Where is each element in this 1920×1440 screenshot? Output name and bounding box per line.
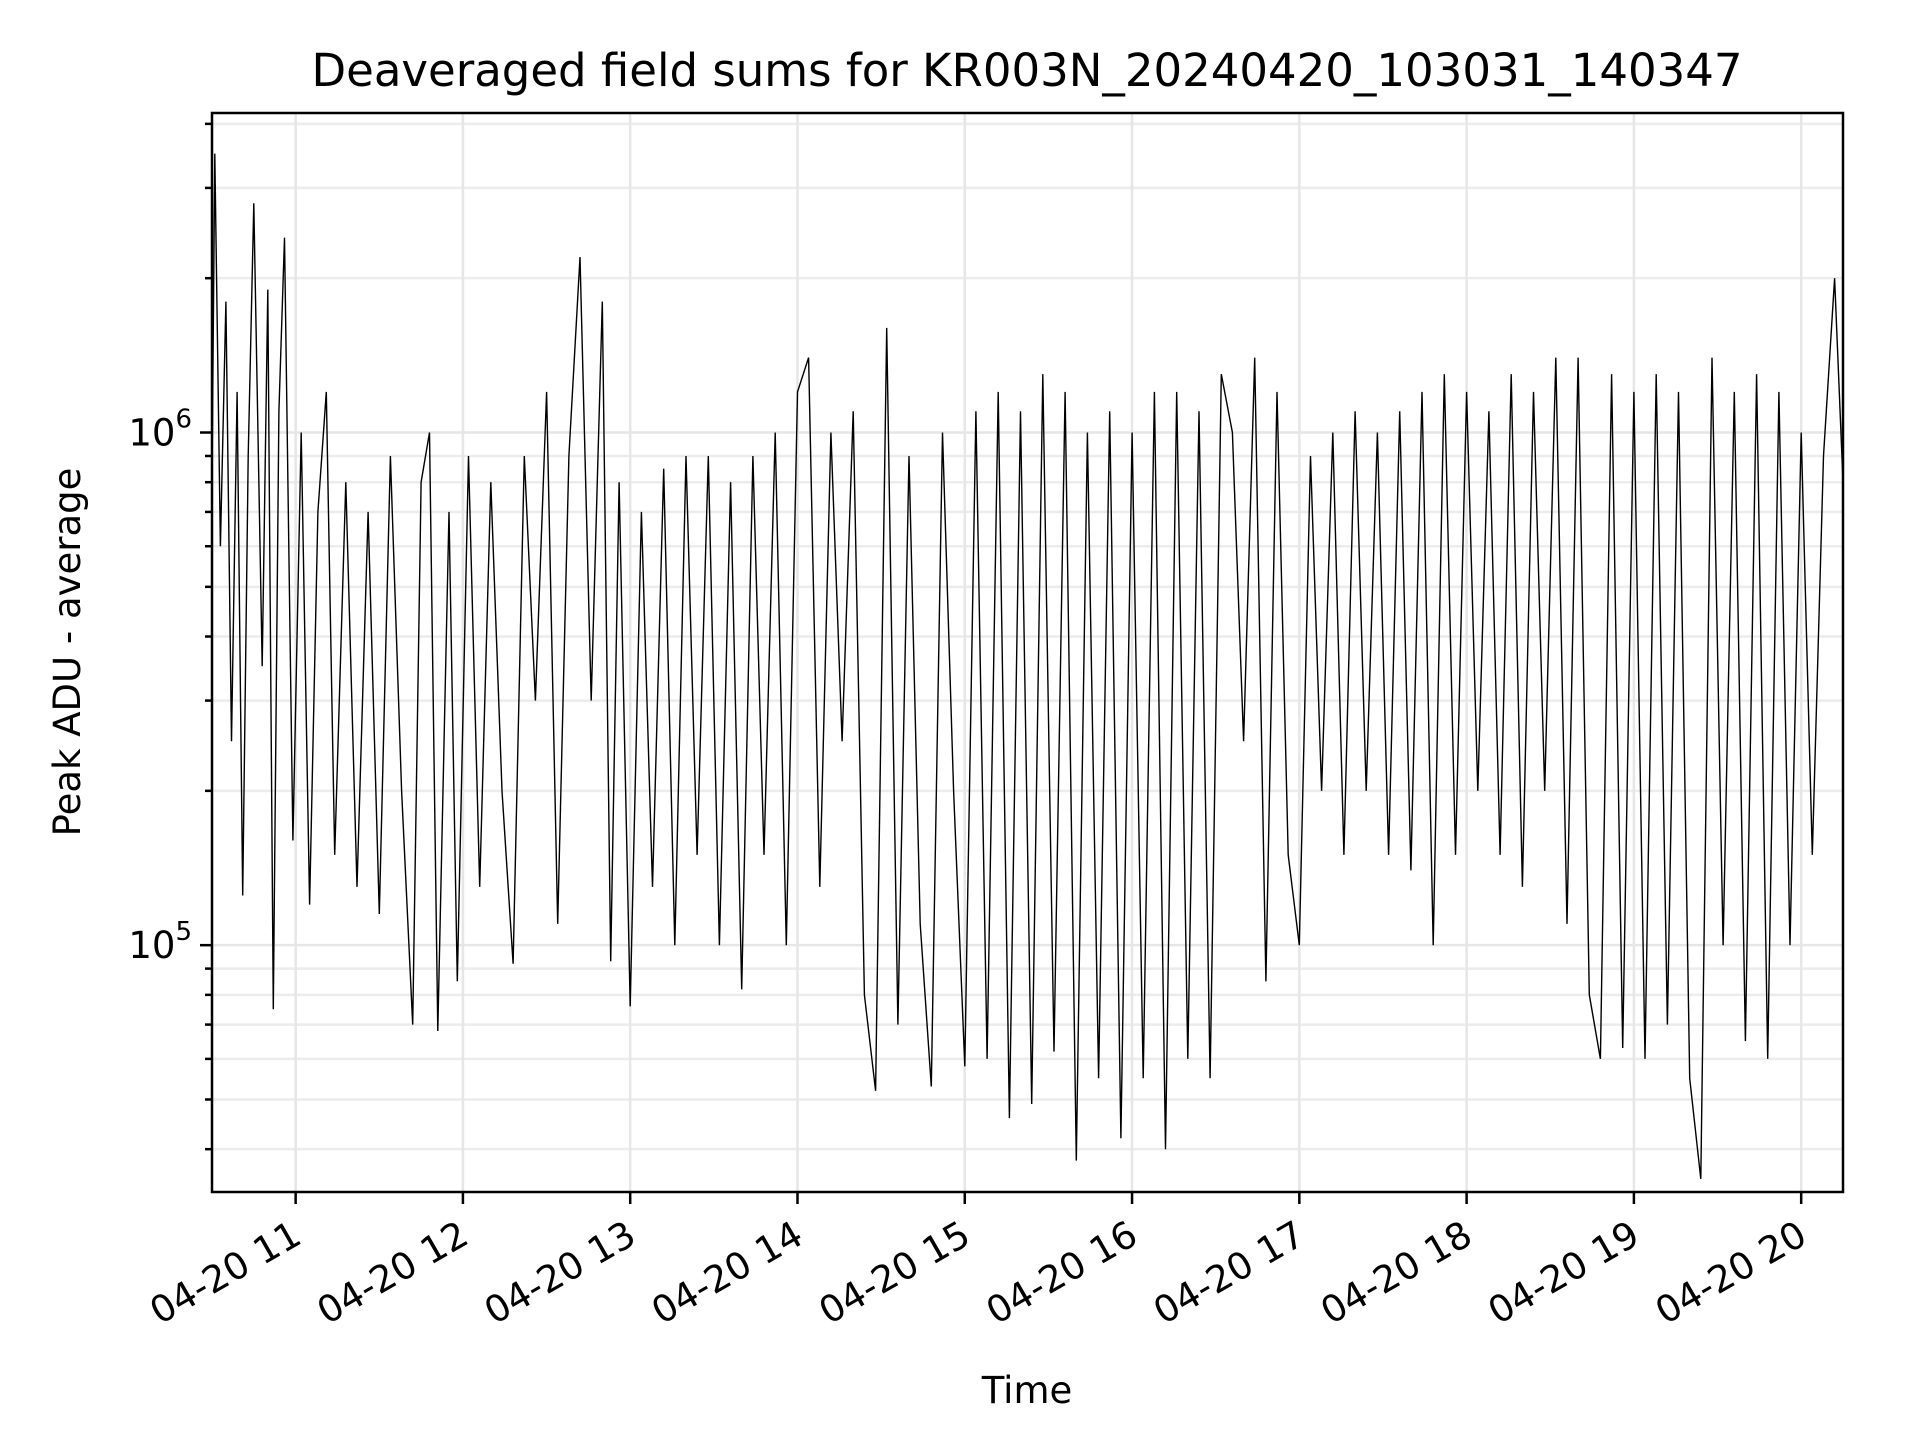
plot-frame: [210, 111, 1845, 1194]
x-tick-label: 04-20 17: [1146, 1213, 1312, 1333]
chart-title: Deaveraged field sums for KR003N_2024042…: [312, 44, 1743, 97]
y-tick-label: 105: [128, 917, 192, 967]
y-tick-label: 106: [128, 405, 192, 455]
x-tick-label: 04-20 15: [812, 1213, 978, 1333]
y-axis: 105 106: [128, 122, 212, 1151]
x-tick-label: 04-20 14: [644, 1213, 810, 1333]
x-tick-label: 04-20 11: [143, 1213, 309, 1333]
x-tick-label: 04-20 20: [1648, 1213, 1814, 1333]
x-tick-label: 04-20 19: [1481, 1213, 1647, 1333]
x-tick-label: 04-20 16: [979, 1213, 1145, 1333]
plot-area: [211, 153, 1844, 1179]
x-tick-label: 04-20 18: [1314, 1213, 1480, 1333]
grid-lines: [212, 113, 1843, 1192]
x-tick-label: 04-20 12: [310, 1213, 476, 1333]
series-line: [211, 153, 1844, 1179]
x-axis-label: Time: [981, 1369, 1073, 1412]
y-axis-label: Peak ADU - average: [46, 468, 89, 837]
x-tick-label: 04-20 13: [477, 1213, 643, 1333]
x-axis: 04-20 11 04-20 12 04-20 13 04-20 14 04-20 15…: [143, 1192, 1814, 1333]
